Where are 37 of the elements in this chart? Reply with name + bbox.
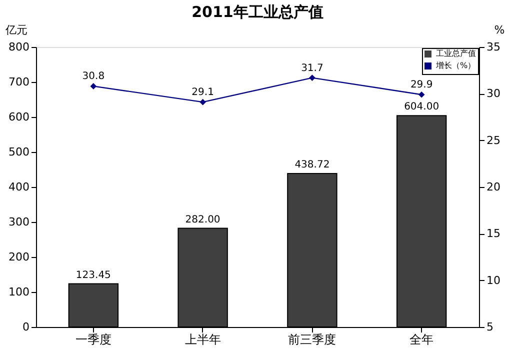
point <box>418 91 425 98</box>
point <box>200 98 206 106</box>
y2-tick-label: 5 <box>486 320 494 334</box>
y2-tick-label: 15 <box>486 227 500 240</box>
y2-axis-title: % <box>494 24 505 36</box>
y-axis-title: 亿元 <box>4 24 28 36</box>
point <box>309 74 316 81</box>
x-tick-label: 前三季度 <box>288 332 336 346</box>
data-label: 438.72 <box>294 159 330 170</box>
y2-tick-label: 30 <box>486 87 500 100</box>
y2-tick-label: 20 <box>486 180 500 194</box>
y2-tick-label: 10 <box>486 274 500 287</box>
x-tick-label: 全年 <box>410 332 434 346</box>
data-label: 29.1 <box>192 87 214 98</box>
y-tick-label: 500 <box>8 146 30 158</box>
y-tick-label: 300 <box>8 216 30 228</box>
y-tick-label: 600 <box>8 110 30 124</box>
y-tick-label: 400 <box>8 180 30 194</box>
data-label: 282.00 <box>185 214 220 226</box>
y2-tick-label: 25 <box>486 134 500 147</box>
chart-title: 2011年工业总产值 <box>192 3 324 21</box>
y-tick-label: 0 <box>22 320 30 334</box>
data-label: 31.7 <box>301 62 324 74</box>
y-tick-label: 100 <box>8 286 30 298</box>
data-label: 123.45 <box>76 270 111 281</box>
point <box>90 83 97 90</box>
x-tick-label: 上半年 <box>184 332 221 346</box>
legend-label: 工业总产值 <box>436 49 476 58</box>
y2-tick-label: 35 <box>486 40 500 54</box>
x-tick-label: 一季度 <box>75 332 112 346</box>
y-tick-label: 200 <box>8 250 30 264</box>
data-label: 30.8 <box>82 71 105 82</box>
data-label: 29.9 <box>410 80 433 91</box>
legend-label: 增长（%） <box>435 61 476 70</box>
y-tick-label: 700 <box>8 76 30 88</box>
data-label: 604.00 <box>404 102 440 113</box>
y-tick-label: 800 <box>8 40 30 54</box>
